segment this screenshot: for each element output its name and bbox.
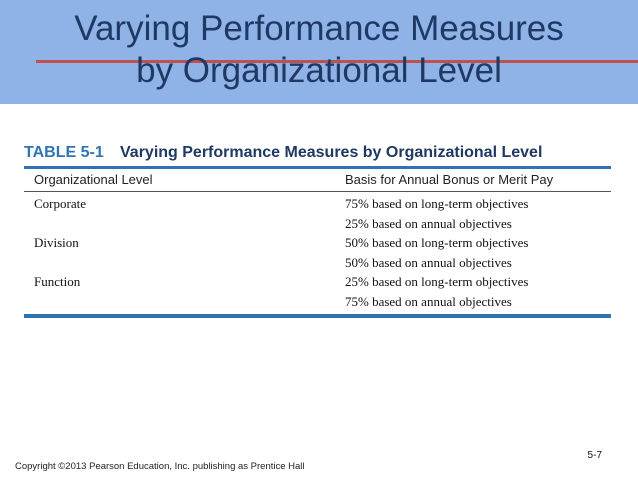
table-caption: TABLE 5-1 Varying Performance Measures b… (24, 140, 611, 166)
performance-table: TABLE 5-1 Varying Performance Measures b… (24, 140, 611, 318)
cell-basis: 75% based on long-term objectives (345, 196, 529, 211)
title-band (0, 0, 638, 104)
slide-title-line-1: Varying Performance Measures (74, 9, 564, 48)
table-row: Division 50% based on long-term objectiv… (24, 233, 611, 253)
cell-basis: 50% based on annual objectives (345, 254, 512, 270)
table-row: Corporate 75% based on long-term objecti… (24, 194, 611, 214)
cell-basis: 50% based on long-term objectives (345, 235, 529, 250)
table-bottom-rule (24, 314, 611, 318)
table-row: 25% based on annual objectives (24, 214, 611, 234)
cell-level: Division (34, 235, 79, 250)
header-organizational-level: Organizational Level (34, 172, 153, 187)
slide-number: 5-7 (587, 450, 602, 461)
table-row: Function 25% based on long-term objectiv… (24, 272, 611, 292)
table-top-rule (24, 166, 611, 169)
cell-basis: 25% based on long-term objectives (345, 274, 529, 289)
cell-level: Function (34, 274, 81, 289)
cell-basis: 75% based on annual objectives (345, 293, 512, 309)
title-accent-rule (36, 60, 638, 63)
slide-title: Varying Performance Measures by Organiza… (0, 8, 638, 92)
copyright-notice: Copyright ©2013 Pearson Education, Inc. … (15, 461, 305, 472)
table-body: Corporate 75% based on long-term objecti… (24, 192, 611, 311)
table-header-rule (24, 191, 611, 192)
cell-level: Corporate (34, 196, 86, 211)
slide-title-line-2: by Organizational Level (136, 51, 502, 90)
table-caption-text: Varying Performance Measures by Organiza… (120, 144, 543, 161)
table-row: 50% based on annual objectives (24, 253, 611, 273)
header-basis-for-bonus: Basis for Annual Bonus or Merit Pay (345, 172, 554, 187)
table-row: 75% based on annual objectives (24, 292, 611, 312)
table-number: TABLE 5-1 (24, 144, 104, 161)
table-header-row: Organizational Level Basis for Annual Bo… (24, 169, 611, 191)
cell-basis: 25% based on annual objectives (345, 215, 512, 231)
